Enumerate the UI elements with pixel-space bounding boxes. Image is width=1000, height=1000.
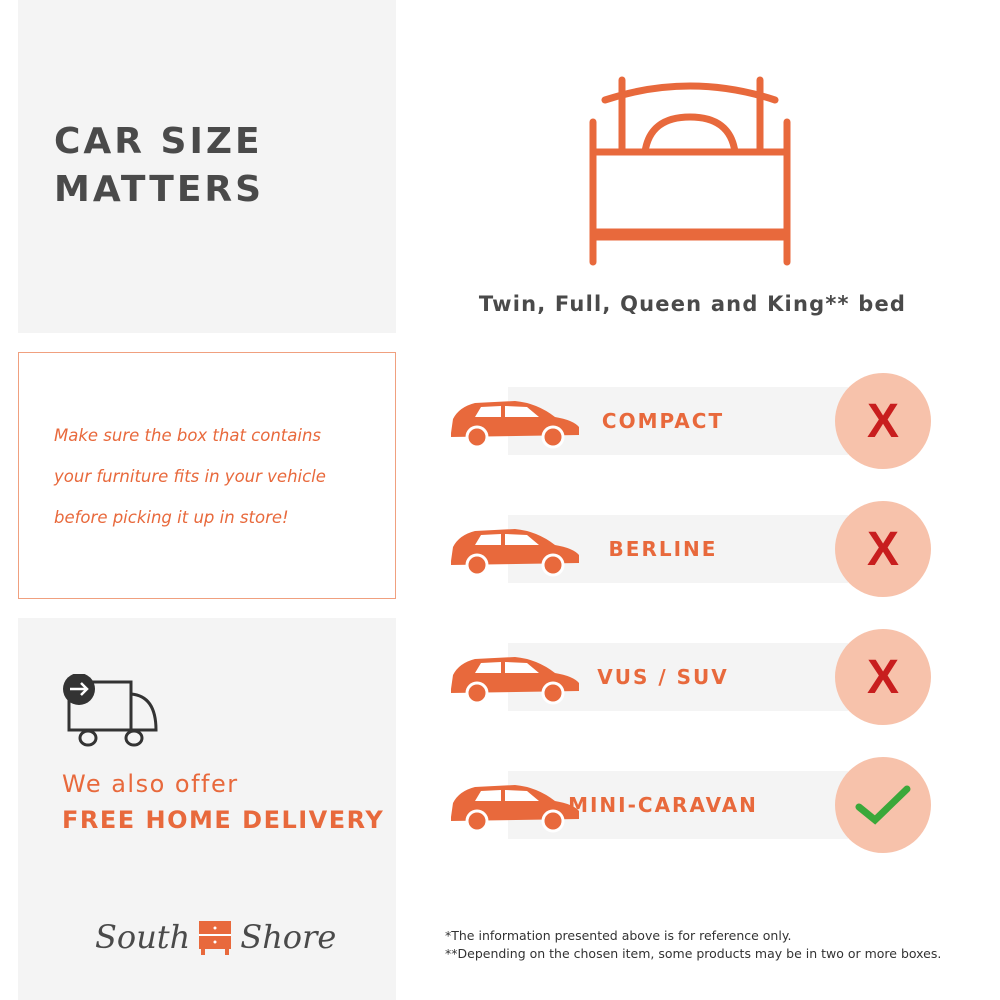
- title-line: MATTERS: [54, 169, 265, 210]
- vehicle-label: COMPACT: [601, 409, 725, 433]
- title-line: CAR SIZE: [54, 121, 263, 162]
- no-fit-indicator: X: [835, 501, 931, 597]
- delivery-offer: We also offer FREE HOME DELIVERY: [62, 766, 384, 838]
- offer-line: We also offer: [62, 770, 239, 798]
- footnote: **Depending on the chosen item, some pro…: [445, 946, 942, 961]
- message-line: Make sure the box that contains: [54, 426, 322, 445]
- footnotes: *The information presented above is for …: [445, 927, 941, 963]
- page-title: CAR SIZE MATTERS: [54, 118, 264, 214]
- south-shore-logo: South Shore: [95, 918, 336, 956]
- vehicle-label: VUS / SUV: [597, 665, 729, 689]
- message-text: Make sure the box that contains your fur…: [54, 415, 326, 538]
- vehicle-label: MINI-CARAVAN: [568, 793, 758, 817]
- check-icon: [855, 785, 911, 825]
- message-line: your furniture fits in your vehicle: [54, 467, 326, 486]
- title-panel: CAR SIZE MATTERS: [18, 0, 396, 333]
- message-panel: Make sure the box that contains your fur…: [18, 352, 396, 599]
- nightstand-icon: [199, 921, 232, 955]
- car-icon: [445, 777, 585, 833]
- delivery-truck-icon: [63, 674, 158, 747]
- offer-headline: FREE HOME DELIVERY: [62, 806, 385, 834]
- x-icon: X: [866, 394, 899, 448]
- logo-text-left: South: [95, 918, 191, 956]
- car-icon: [445, 521, 585, 577]
- vehicle-label: BERLINE: [608, 537, 718, 561]
- x-icon: X: [866, 522, 899, 576]
- car-icon: [445, 393, 585, 449]
- fits-indicator: [835, 757, 931, 853]
- bed-icon: [589, 76, 791, 266]
- no-fit-indicator: X: [835, 629, 931, 725]
- delivery-panel: We also offer FREE HOME DELIVERY South S…: [18, 618, 396, 1000]
- car-icon: [445, 649, 585, 705]
- logo-text-right: Shore: [240, 918, 337, 956]
- x-icon: X: [866, 650, 899, 704]
- message-line: before picking it up in store!: [54, 508, 289, 527]
- no-fit-indicator: X: [835, 373, 931, 469]
- bed-caption: Twin, Full, Queen and King** bed: [478, 292, 907, 316]
- footnote: *The information presented above is for …: [445, 928, 792, 943]
